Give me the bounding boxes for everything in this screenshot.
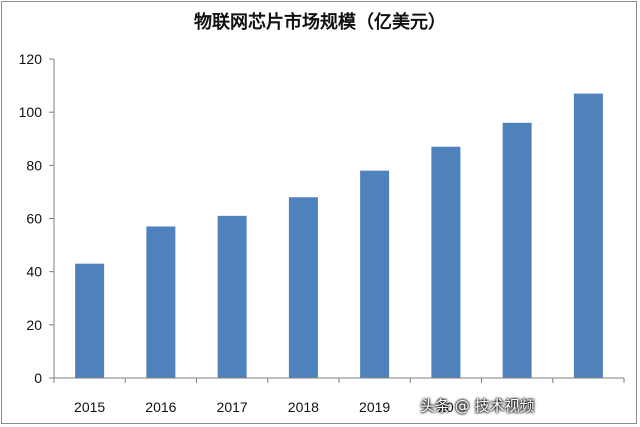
bar xyxy=(431,146,461,378)
bar xyxy=(217,215,247,378)
chart-title: 物联网芯片市场规模（亿美元） xyxy=(194,12,446,33)
y-tick-label: 100 xyxy=(19,104,43,120)
bar xyxy=(360,170,390,378)
y-axis: 0 20 40 60 80 100 120 xyxy=(19,51,55,386)
bars xyxy=(75,93,603,378)
watermark-text: 头条 @ 技术视频 xyxy=(420,397,535,415)
bar xyxy=(146,226,176,378)
x-tick-label: 2019 xyxy=(359,399,390,415)
bar xyxy=(75,263,105,378)
y-tick-label: 20 xyxy=(26,317,42,333)
x-axis: 2015 2016 2017 2018 2019 20 xyxy=(53,377,625,415)
bar xyxy=(502,122,532,378)
x-tick-label: 2016 xyxy=(145,399,176,415)
x-tick-label: 2017 xyxy=(217,399,248,415)
x-tick-label: 2015 xyxy=(74,399,105,415)
x-tick-label: 20 xyxy=(438,399,454,415)
y-tick-label: 40 xyxy=(26,264,42,280)
bar xyxy=(288,197,318,378)
y-tick-label: 120 xyxy=(19,51,43,67)
y-tick-label: 80 xyxy=(26,157,42,173)
y-tick-label: 60 xyxy=(26,211,42,227)
bar xyxy=(573,93,603,378)
y-tick-label: 0 xyxy=(34,370,42,386)
x-tick-label: 2018 xyxy=(288,399,319,415)
